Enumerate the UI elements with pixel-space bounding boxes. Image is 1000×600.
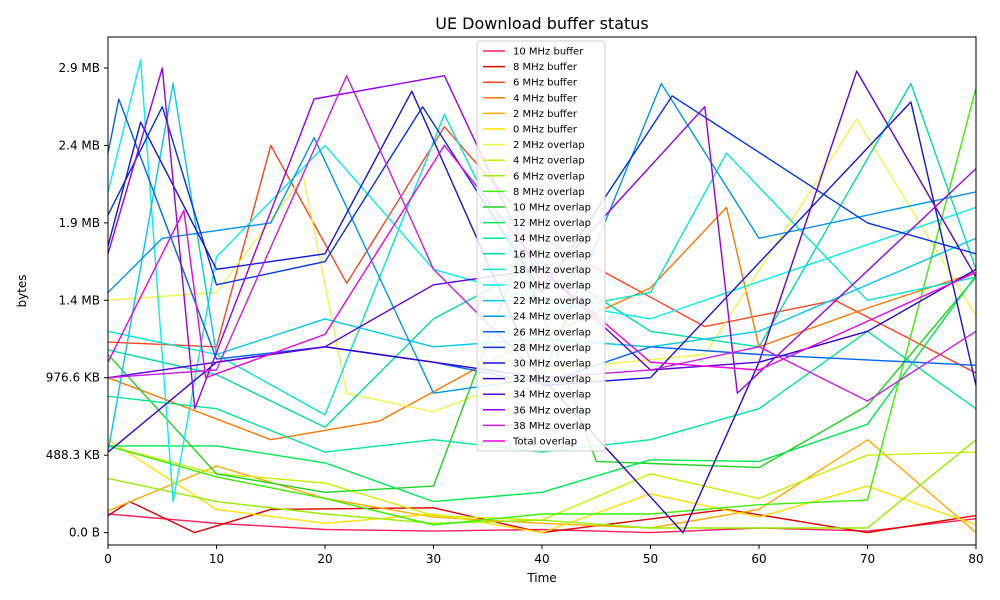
series-line-3 xyxy=(108,206,976,441)
legend-entry: 10 MHz overlap xyxy=(513,203,591,214)
legend-entry: 16 MHz overlap xyxy=(513,249,591,260)
series-line-20 xyxy=(108,90,976,387)
chart-title: UE Download buffer status xyxy=(435,14,649,33)
x-tick-label: 40 xyxy=(534,552,549,566)
legend-entry: 4 MHz buffer xyxy=(513,93,578,104)
legend-entry: Total overlap xyxy=(512,437,577,448)
legend-entry: 24 MHz overlap xyxy=(513,312,591,323)
y-tick-label: 1.4 MB xyxy=(59,293,100,307)
series-line-19 xyxy=(108,95,976,294)
x-tick-label: 50 xyxy=(643,552,658,566)
legend-entry: 34 MHz overlap xyxy=(513,390,591,401)
legend-entry: 8 MHz overlap xyxy=(513,187,585,198)
series-line-12 xyxy=(108,330,976,453)
series-line-11 xyxy=(108,275,976,503)
legend-entry: 20 MHz overlap xyxy=(513,281,591,292)
legend-entry: 6 MHz overlap xyxy=(513,171,585,182)
legend-frame xyxy=(476,40,606,452)
x-tick-label: 60 xyxy=(751,552,766,566)
y-tick-label: 0.0 B xyxy=(69,526,100,540)
series-line-5 xyxy=(108,439,976,534)
legend-entry: 30 MHz overlap xyxy=(513,359,591,370)
legend-entry: 26 MHz overlap xyxy=(513,327,591,338)
y-tick-label: 488.3 KB xyxy=(46,448,100,462)
series-line-9 xyxy=(108,87,976,526)
legend-entry: 32 MHz overlap xyxy=(513,374,591,385)
x-tick-label: 80 xyxy=(968,552,983,566)
series-line-2 xyxy=(108,126,976,374)
x-tick-label: 0 xyxy=(104,552,112,566)
x-tick-label: 10 xyxy=(209,552,224,566)
legend-entry: 12 MHz overlap xyxy=(513,218,591,229)
x-axis-label: Time xyxy=(526,571,556,585)
legend-entry: 2 MHz overlap xyxy=(513,140,585,151)
legend-entry: 14 MHz overlap xyxy=(513,234,591,245)
legend-entry: 38 MHz overlap xyxy=(513,421,591,432)
legend-entry: 0 MHz buffer xyxy=(513,125,578,136)
legend-entry: 18 MHz overlap xyxy=(513,265,591,276)
legend-entry: 22 MHz overlap xyxy=(513,296,591,307)
legend-entry: 8 MHz buffer xyxy=(513,62,578,73)
y-tick-label: 2.4 MB xyxy=(59,138,100,152)
x-tick-label: 30 xyxy=(426,552,441,566)
legend-entry: 28 MHz overlap xyxy=(513,343,591,354)
y-axis: 0.0 B 488.3 KB 976.6 KB 1.4 MB 1.9 MB 2.4 MB 2… xyxy=(46,61,108,540)
y-axis-label: bytes xyxy=(15,274,29,307)
series-line-25 xyxy=(108,144,976,379)
y-tick-label: 1.9 MB xyxy=(59,216,100,230)
legend-entry: 6 MHz buffer xyxy=(513,78,578,89)
y-tick-label: 2.9 MB xyxy=(59,61,100,75)
series-line-0 xyxy=(108,513,976,534)
y-tick-label: 976.6 KB xyxy=(46,371,100,385)
legend-entry: 2 MHz buffer xyxy=(513,109,578,120)
x-tick-label: 20 xyxy=(317,552,332,566)
series-line-1 xyxy=(108,500,976,534)
x-axis: 0 10 20 30 40 50 60 70 80 xyxy=(104,545,984,566)
legend: 10 MHz buffer 8 MHz buffer 6 MHz buffer 4 M… xyxy=(476,40,606,452)
legend-entry: 36 MHz overlap xyxy=(513,405,591,416)
series-line-8 xyxy=(108,439,976,529)
legend-entry: 4 MHz overlap xyxy=(513,156,585,167)
series-line-6 xyxy=(108,118,976,413)
series-line-7 xyxy=(108,445,976,521)
series-line-16 xyxy=(108,82,976,453)
legend-entry: 10 MHz buffer xyxy=(513,47,584,58)
x-tick-label: 70 xyxy=(860,552,875,566)
series-line-23 xyxy=(108,67,976,410)
